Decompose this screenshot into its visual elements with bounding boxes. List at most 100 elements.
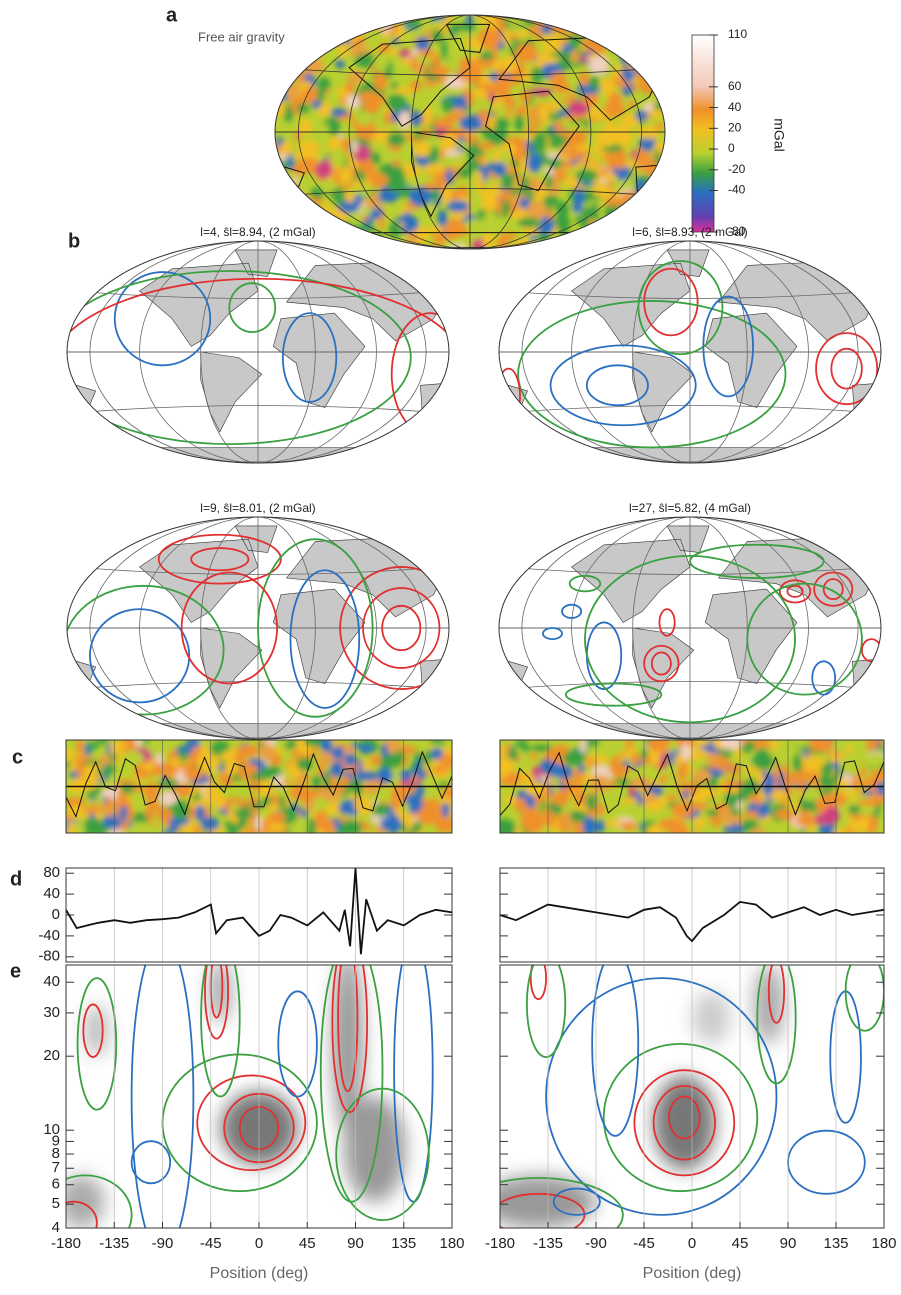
noise-blob	[526, 124, 537, 135]
noise-blob	[787, 740, 811, 747]
noise-blob	[163, 828, 172, 833]
noise-blob	[305, 34, 329, 53]
x-tick-label: 135	[823, 1235, 848, 1252]
noise-blob	[349, 16, 359, 30]
noise-blob	[194, 824, 202, 833]
noise-blob	[364, 782, 379, 795]
x-tick-label: -180	[51, 1235, 81, 1252]
noise-blob	[468, 61, 476, 75]
frame	[65, 964, 453, 1229]
noise-blob	[809, 740, 833, 752]
noise-blob	[608, 233, 624, 247]
noise-blob	[335, 59, 345, 69]
noise-blob	[866, 752, 884, 768]
contour	[281, 312, 338, 403]
noise-blob	[430, 797, 440, 817]
noise-blob	[627, 59, 640, 72]
noise-blob	[342, 237, 352, 249]
noise-blob	[524, 804, 540, 822]
noise-blob	[313, 796, 326, 814]
noise-blob	[611, 21, 623, 36]
noise-blob	[564, 810, 572, 831]
noise-blob	[558, 243, 581, 249]
noise-blob	[641, 68, 656, 76]
noise-blob	[340, 776, 351, 785]
noise-blob	[609, 740, 627, 754]
noise-blob	[344, 753, 357, 767]
noise-blob	[201, 816, 220, 831]
parallel	[499, 566, 881, 575]
contour	[787, 1129, 866, 1195]
noise-blob	[554, 120, 564, 133]
noise-blob	[187, 752, 198, 768]
noise-blob	[582, 816, 597, 833]
noise-blob	[639, 134, 656, 152]
noise-blob	[637, 126, 661, 140]
noise-blob	[87, 742, 100, 750]
noise-blob	[535, 27, 542, 42]
noise-blob	[641, 748, 649, 759]
contour	[517, 300, 787, 449]
noise-blob	[358, 744, 374, 753]
noise-blob	[751, 827, 766, 833]
noise-blob	[317, 83, 325, 104]
contour	[633, 1069, 736, 1177]
noise-blob	[119, 805, 128, 822]
noise-blob	[234, 808, 254, 819]
contour	[82, 1003, 104, 1058]
noise-blob	[390, 786, 403, 804]
colorbar-tick-label: -20	[728, 162, 746, 176]
map-b	[499, 241, 881, 463]
noise-blob	[682, 790, 691, 800]
map-border	[498, 516, 882, 740]
noise-blob	[589, 226, 608, 243]
noise-blob	[550, 97, 558, 115]
y-tick-label: 40	[43, 885, 60, 902]
noise-blob	[318, 785, 342, 802]
panel-label: d	[10, 868, 22, 890]
noise-blob	[287, 152, 294, 171]
noise-blob	[653, 57, 665, 70]
noise-blob	[291, 816, 308, 833]
noise-blob	[605, 231, 615, 243]
noise-blob	[646, 824, 664, 833]
contour	[289, 569, 361, 709]
noise-blob	[640, 201, 648, 210]
spectrum	[500, 965, 884, 1228]
map-border	[274, 14, 666, 250]
noise-blob	[402, 244, 413, 249]
noise-blob	[550, 51, 565, 58]
noise-blob	[392, 159, 401, 167]
map-title: l=9, ŝl=8.01, (2 mGal)	[200, 501, 315, 515]
noise-blob	[369, 192, 380, 210]
noise-blob	[353, 232, 367, 239]
noise-blob	[616, 217, 629, 230]
contour	[602, 1043, 759, 1193]
noise-blob	[482, 212, 499, 229]
noise-blob	[431, 766, 448, 774]
noise-blob	[441, 39, 448, 59]
noise-blob	[283, 36, 293, 46]
noise-blob	[801, 788, 823, 802]
y-tick-label: 20	[43, 1047, 60, 1064]
x-tick-label: -90	[585, 1235, 607, 1252]
noise-blob	[66, 760, 71, 769]
noise-blob	[452, 224, 468, 237]
noise-blob	[562, 155, 570, 163]
noise-blob	[299, 51, 311, 59]
noise-blob	[369, 172, 388, 188]
noise-blob	[658, 774, 669, 784]
contour	[552, 1187, 601, 1216]
noise-blob	[95, 740, 110, 744]
noise-blob	[321, 740, 333, 753]
noise-blob	[506, 232, 516, 241]
noise-blob	[671, 802, 694, 817]
y-tick-label: -40	[38, 927, 60, 944]
noise-blob	[66, 797, 87, 807]
noise-blob	[297, 772, 310, 785]
noise-blob	[795, 815, 816, 827]
x-tick-label: 90	[347, 1235, 364, 1252]
noise-blob	[499, 189, 511, 203]
noise-blob	[120, 750, 144, 766]
noise-blob	[383, 111, 393, 125]
